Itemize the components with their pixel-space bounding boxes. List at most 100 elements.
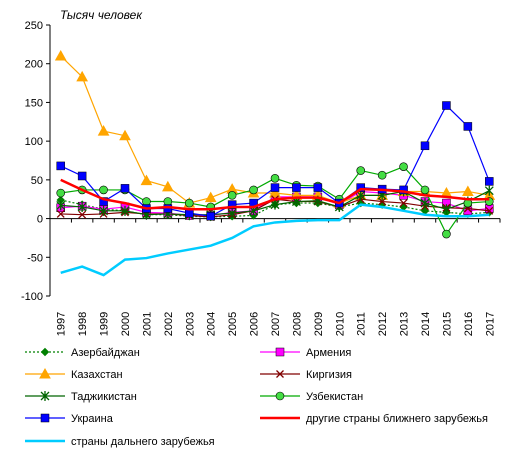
data-point (420, 185, 430, 195)
data-point (120, 205, 130, 216)
series-line (60, 178, 490, 211)
x-tick-label: 2000 (120, 312, 132, 336)
legend-swatch-marker (39, 367, 51, 379)
data-point (292, 183, 301, 192)
y-tick-label: -50 (27, 252, 43, 264)
x-tick-label: 1997 (56, 312, 68, 336)
data-point (356, 183, 365, 192)
data-point (184, 198, 194, 208)
data-point (313, 183, 323, 192)
data-point (140, 174, 153, 186)
data-point (399, 185, 408, 195)
data-point (485, 177, 494, 186)
legend-label: Узбекистан (306, 391, 363, 403)
legend-entry: Таджикистан (25, 391, 137, 403)
legend-entry: Украина (25, 413, 114, 425)
data-point (462, 185, 474, 196)
series-line (60, 203, 490, 277)
data-point (227, 208, 237, 219)
data-point (56, 200, 66, 211)
y-tick-label: 50 (31, 175, 43, 187)
legend: Азербайджан Армения Казахстан Киргизия Таджи… (25, 347, 488, 448)
legend-entry: Армения (260, 347, 351, 359)
data-point (377, 170, 387, 180)
y-tick-label: 100 (25, 136, 43, 148)
data-point (420, 198, 430, 209)
legend-label: Азербайджан (71, 347, 140, 359)
data-point (356, 190, 366, 201)
x-tick-label: 2006 (249, 312, 261, 336)
data-point (120, 184, 130, 193)
data-point (356, 166, 366, 175)
legend-swatch-marker (40, 413, 50, 423)
x-tick-label: 2015 (441, 312, 453, 336)
data-point (99, 185, 108, 195)
legend-label: Казахстан (71, 369, 123, 381)
data-point (270, 174, 280, 183)
x-tick-label: 2009 (313, 312, 325, 336)
data-point (76, 70, 88, 82)
data-point (78, 210, 87, 219)
x-tick-label: 1999 (99, 312, 111, 336)
legend-entry: другие страны ближнего зарубежья (260, 413, 488, 425)
x-tick-label: 2003 (184, 312, 196, 336)
x-tick-label: 2008 (291, 312, 303, 336)
x-tick-label: 2007 (270, 312, 282, 336)
legend-swatch-marker (275, 347, 285, 357)
x-tick-label: 2005 (227, 312, 239, 336)
data-point (77, 171, 87, 181)
legend-label: другие страны ближнего зарубежья (306, 413, 488, 425)
data-point (441, 204, 451, 215)
y-tick-label: 250 (25, 20, 43, 32)
legend-entry: Узбекистан (260, 391, 363, 403)
data-point (97, 125, 110, 136)
legend-swatch-marker (40, 347, 50, 357)
x-tick-label: 2001 (141, 312, 153, 336)
data-point (269, 186, 281, 198)
x-tick-label: 2014 (420, 312, 432, 336)
series-layer (54, 49, 496, 277)
data-point (227, 200, 237, 209)
data-point (484, 185, 494, 196)
legend-label: Киргизия (306, 369, 352, 381)
axes: -100 -50 0 50 100 150 200 250 1997 1998 1999 2000 20… (21, 20, 501, 336)
y-tick-label: -100 (21, 291, 43, 303)
legend-label: Армения (306, 347, 351, 359)
data-point (56, 161, 65, 171)
legend-entry: Казахстан (25, 367, 123, 381)
x-tick-label: 2011 (356, 312, 368, 336)
data-point (119, 129, 131, 141)
data-point (204, 191, 217, 203)
y-tick-label: 200 (25, 59, 43, 71)
x-tick-label: 2017 (484, 312, 496, 336)
data-point (270, 183, 280, 192)
data-point (77, 201, 87, 212)
legend-entry: страны дальнего зарубежья (25, 436, 215, 448)
y-axis-unit-label: Тысяч человек (60, 8, 143, 22)
x-tick-label: 2004 (206, 312, 218, 336)
x-tick-label: 2013 (399, 312, 411, 336)
data-point (442, 101, 451, 110)
x-tick-label: 2002 (163, 312, 175, 336)
legend-label: Таджикистан (71, 391, 137, 403)
x-tick-label: 1998 (77, 312, 89, 336)
data-point (162, 180, 174, 192)
data-point (485, 206, 494, 215)
data-point (442, 229, 451, 239)
legend-entry: Азербайджан (25, 347, 140, 359)
data-point (378, 197, 387, 206)
data-point (56, 188, 66, 198)
data-point (463, 122, 473, 131)
legend-entry: Киргизия (260, 369, 352, 381)
legend-label: страны дальнего зарубежья (71, 436, 215, 448)
data-point (54, 49, 67, 61)
data-point (206, 211, 215, 221)
legend-swatch-marker (40, 391, 50, 401)
data-point (56, 209, 65, 218)
legend-label: Украина (71, 413, 114, 425)
legend-swatch-marker (276, 370, 284, 378)
y-tick-label: 0 (37, 214, 43, 226)
series-8 (60, 178, 490, 211)
series-9 (60, 203, 490, 277)
